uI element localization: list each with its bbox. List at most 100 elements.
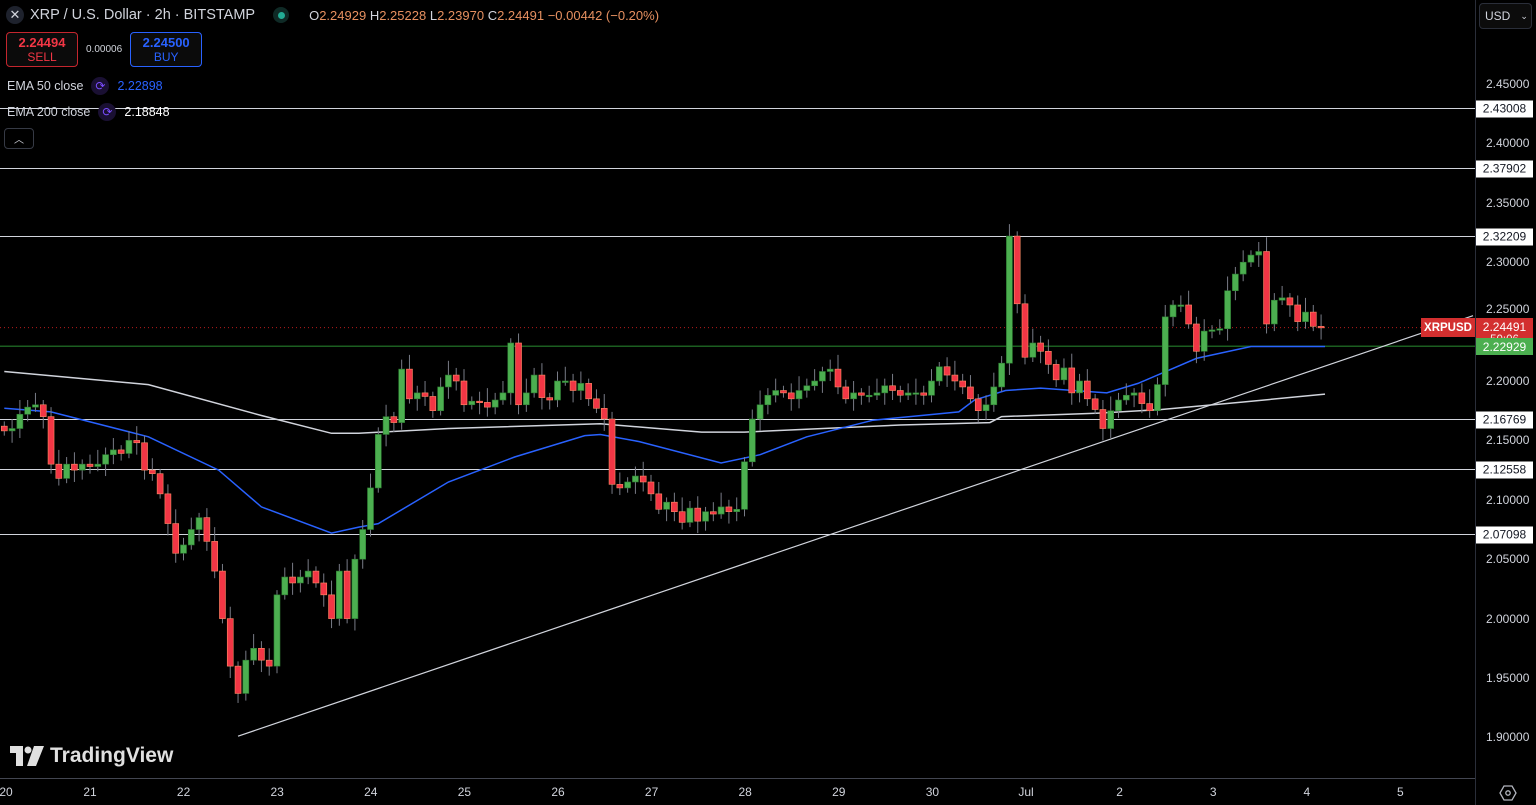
candle	[359, 519, 367, 569]
candle-body	[312, 570, 320, 584]
candle	[1239, 250, 1247, 282]
candle	[320, 573, 328, 607]
candle	[671, 492, 678, 522]
candle	[974, 394, 982, 423]
gear-icon[interactable]	[1499, 784, 1517, 802]
candle-body	[1076, 380, 1083, 394]
candle-body	[281, 576, 289, 596]
candle	[624, 477, 631, 493]
candle	[1154, 377, 1161, 416]
candle	[826, 359, 834, 381]
spread: 0.00006	[86, 44, 123, 55]
buy-button[interactable]: 2.24500 BUY	[130, 32, 203, 67]
candle-body	[1107, 410, 1115, 429]
x-tick-label: 20	[0, 785, 13, 799]
candle-body	[203, 517, 211, 542]
candle	[1060, 358, 1068, 385]
candle	[149, 458, 156, 481]
candle-body	[834, 368, 842, 388]
candle-body	[1122, 394, 1130, 401]
trade-panel: 2.24494 SELL 0.00006 2.24500 BUY	[6, 32, 203, 67]
x-tick-label: 27	[644, 785, 659, 799]
candle	[421, 381, 429, 406]
candle-body	[1021, 303, 1029, 358]
candle	[1208, 325, 1216, 339]
candle	[226, 606, 234, 678]
candle-body	[102, 454, 109, 465]
symbol-title[interactable]: XRP / U.S. Dollar · 2h · BITSTAMP	[30, 7, 256, 23]
refresh-icon: ⟳	[91, 77, 110, 95]
candle	[250, 634, 257, 665]
candle-body	[858, 392, 865, 396]
indicator-ema-50[interactable]: EMA 50 close ⟳ 2.22898	[7, 77, 163, 95]
candle	[1091, 394, 1099, 415]
candle-body	[1169, 304, 1177, 318]
candle-body	[546, 397, 554, 401]
candle-body	[787, 392, 795, 400]
candle	[1076, 373, 1083, 403]
candle	[897, 385, 904, 403]
indicator-ema-200[interactable]: EMA 200 close ⟳ 2.18848	[7, 103, 170, 121]
candle-body	[741, 461, 748, 510]
candle-body	[967, 386, 974, 400]
candle	[71, 452, 78, 482]
candle	[242, 650, 250, 701]
candle-body	[452, 374, 460, 382]
candle	[1263, 237, 1270, 334]
candle	[1084, 369, 1091, 406]
candle	[1029, 328, 1037, 362]
candle-body	[1271, 299, 1278, 325]
candle	[1232, 266, 1239, 301]
trendline[interactable]	[237, 315, 1474, 737]
x-tick-label: 4	[1303, 785, 1311, 799]
candle	[141, 435, 148, 480]
candle	[281, 567, 289, 600]
collapse-legend-button[interactable]: ︿	[4, 128, 34, 149]
candle	[55, 449, 63, 486]
x-close-icon[interactable]: ✕	[6, 6, 24, 24]
candle-body	[780, 390, 787, 394]
candle-body	[686, 507, 694, 523]
candle	[273, 590, 281, 674]
candle	[374, 427, 382, 493]
candle	[608, 411, 616, 494]
candle	[1193, 316, 1200, 364]
candle	[928, 369, 935, 403]
x-tick-label: 5	[1397, 785, 1404, 799]
candle-body	[55, 463, 63, 479]
x-tick-label: 26	[551, 785, 565, 799]
y-tick-label: 2.20000	[1486, 374, 1530, 388]
candle	[686, 500, 694, 528]
tradingview-logo[interactable]: TradingView	[10, 744, 173, 768]
chevron-up-icon: ︿	[14, 135, 24, 146]
candle	[585, 378, 592, 406]
level-price-label: 2.12558	[1476, 461, 1533, 478]
candle-body	[320, 582, 328, 596]
candle	[725, 499, 733, 524]
candle	[172, 509, 180, 563]
candle-body	[1006, 235, 1013, 364]
candle-body	[359, 529, 367, 560]
candle-body	[811, 380, 818, 387]
candle	[398, 359, 405, 430]
candle	[959, 373, 966, 395]
sell-button[interactable]: 2.24494 SELL	[6, 32, 78, 67]
candle-body	[538, 374, 546, 398]
candle	[312, 566, 320, 588]
currency-selector[interactable]: USD ⌄	[1479, 3, 1532, 29]
candle-body	[748, 418, 756, 463]
candle-body	[273, 594, 281, 667]
candle	[94, 449, 102, 472]
candle-body	[437, 386, 444, 412]
candle-body	[1263, 251, 1270, 325]
candle	[110, 438, 117, 465]
y-tick-label: 2.45000	[1486, 77, 1530, 91]
candle-body	[1216, 328, 1224, 331]
candle-body	[1193, 323, 1200, 352]
candle	[523, 378, 530, 412]
candle	[1138, 383, 1146, 414]
ema-50-line	[4, 345, 1325, 534]
candle	[600, 394, 608, 431]
candle-body	[1146, 403, 1153, 411]
